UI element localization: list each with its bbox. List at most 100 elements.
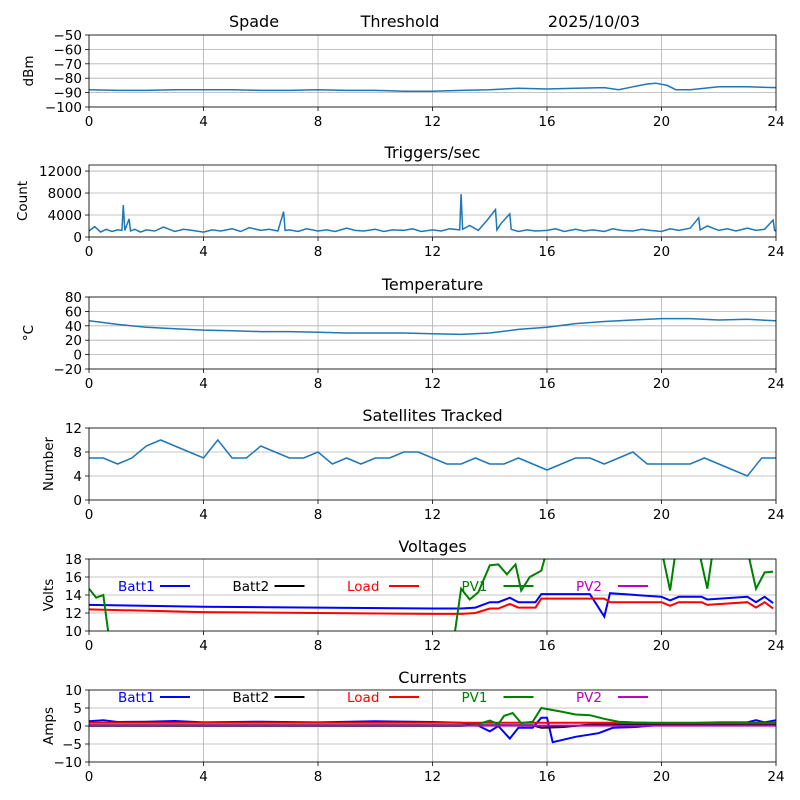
y-tick-label: −70: [54, 57, 83, 73]
voltages-series-load: [89, 597, 774, 615]
legend-entry-batt2: Batt2: [233, 690, 305, 706]
x-tick-label: 16: [538, 114, 555, 130]
legend-label: Batt1: [118, 579, 155, 595]
legend-entry-pv2: PV2: [576, 690, 648, 706]
y-tick-label: 0: [73, 493, 82, 509]
legend-entry-pv1: PV1: [462, 690, 534, 706]
legend-label: Batt1: [118, 690, 155, 706]
x-tick-label: 0: [85, 638, 94, 654]
voltages-panel: 0 4 8 12 16 20 24 10 12 14 16 18 Voltages Volts Batt1 B…: [41, 537, 785, 654]
axes-frame: [88, 296, 777, 370]
x-tick-label: 4: [199, 114, 208, 130]
x-tick-label: 12: [424, 769, 441, 785]
y-tick-label: 8: [73, 445, 82, 461]
y-tick-label: 16: [65, 570, 82, 586]
y-tick-label: 18: [65, 552, 82, 568]
x-tick-label: 24: [767, 114, 784, 130]
y-tick-label: 60: [65, 304, 82, 320]
legend-label: PV2: [576, 690, 602, 706]
voltages-series-batt1: [89, 592, 774, 620]
y-tick-label: −80: [54, 71, 83, 87]
x-tick-label: 20: [653, 376, 670, 392]
x-tick-label: 4: [199, 244, 208, 260]
x-tick-label: 8: [314, 376, 323, 392]
x-tick-label: 20: [653, 244, 670, 260]
y-tick-label: 0: [73, 719, 82, 735]
header-date: 2025/10/03: [548, 12, 640, 31]
x-tick-label: 0: [85, 244, 94, 260]
currents-ylabel: Amps: [41, 707, 57, 745]
legend-entry-batt1: Batt1: [118, 690, 190, 706]
x-tick-label: 20: [653, 638, 670, 654]
y-tick-label: 12: [65, 606, 82, 622]
legend-entry-pv2: PV2: [576, 579, 648, 595]
y-tick-label: −60: [54, 42, 83, 58]
x-tick-label: 8: [314, 507, 323, 523]
temperature-ylabel: °C: [21, 325, 37, 341]
x-tick-label: 0: [85, 769, 94, 785]
triggers-panel: 0 4 8 12 16 20 24 0 4000 8000 12000 Triggers/sec Cou…: [15, 143, 785, 260]
y-tick-label: 10: [65, 624, 82, 640]
x-tick-label: 16: [538, 376, 555, 392]
x-tick-label: 8: [314, 114, 323, 130]
x-tick-label: 24: [767, 507, 784, 523]
y-tick-label: 4000: [48, 208, 82, 224]
y-tick-label: 0: [73, 230, 82, 246]
legend-label: Batt2: [233, 579, 270, 595]
x-tick-label: 0: [85, 376, 94, 392]
x-tick-label: 12: [424, 114, 441, 130]
x-tick-label: 4: [199, 638, 208, 654]
x-tick-label: 20: [653, 114, 670, 130]
x-tick-label: 4: [199, 376, 208, 392]
temperature-title: Temperature: [381, 275, 483, 294]
x-tick-label: 24: [767, 376, 784, 392]
y-tick-label: −20: [54, 362, 83, 378]
x-tick-label: 12: [424, 376, 441, 392]
satellites-title: Satellites Tracked: [362, 406, 502, 425]
header-station: Spade: [229, 12, 279, 31]
axes-frame: [88, 558, 777, 632]
legend-entry-load: Load: [347, 690, 419, 706]
legend-label: Load: [347, 690, 379, 706]
satellites-panel: 0 4 8 12 16 20 24 0 4 8 12 Satellites Tracked Number: [41, 406, 785, 523]
legend-label: Batt2: [233, 690, 270, 706]
currents-title: Currents: [398, 668, 466, 687]
signal-ylabel: dBm: [21, 56, 37, 87]
temperature-series-temperature: [89, 317, 776, 336]
voltages-title: Voltages: [398, 537, 466, 556]
x-tick-label: 20: [653, 769, 670, 785]
header-mode: Threshold: [360, 12, 440, 31]
x-tick-label: 12: [424, 244, 441, 260]
triggers-series-triggers: [89, 194, 776, 234]
x-tick-label: 8: [314, 244, 323, 260]
y-tick-label: −50: [54, 28, 83, 44]
legend-label: PV1: [462, 579, 488, 595]
x-tick-label: 16: [538, 244, 555, 260]
legend-label: PV2: [576, 579, 602, 595]
signal-series-signal: [89, 82, 776, 92]
legend-label: PV1: [462, 690, 488, 706]
axes-frame: [88, 34, 777, 108]
x-tick-label: 8: [314, 638, 323, 654]
satellites-series-satellites: [89, 438, 776, 477]
y-tick-label: 20: [65, 333, 82, 349]
voltages-ylabel: Volts: [41, 579, 57, 612]
x-tick-label: 24: [767, 638, 784, 654]
legend-entry-batt2: Batt2: [233, 579, 305, 595]
x-tick-label: 16: [538, 769, 555, 785]
y-tick-label: 40: [65, 319, 82, 335]
axes-frame: [88, 164, 777, 238]
y-tick-label: 12: [65, 421, 82, 437]
x-tick-label: 12: [424, 638, 441, 654]
axes-frame: [88, 427, 777, 501]
y-tick-label: −5: [62, 737, 82, 753]
legend-entry-batt1: Batt1: [118, 579, 190, 595]
x-tick-label: 0: [85, 507, 94, 523]
y-tick-label: 0: [73, 348, 82, 364]
x-tick-label: 24: [767, 769, 784, 785]
y-tick-label: 4: [73, 469, 82, 485]
legend-label: Load: [347, 579, 379, 595]
